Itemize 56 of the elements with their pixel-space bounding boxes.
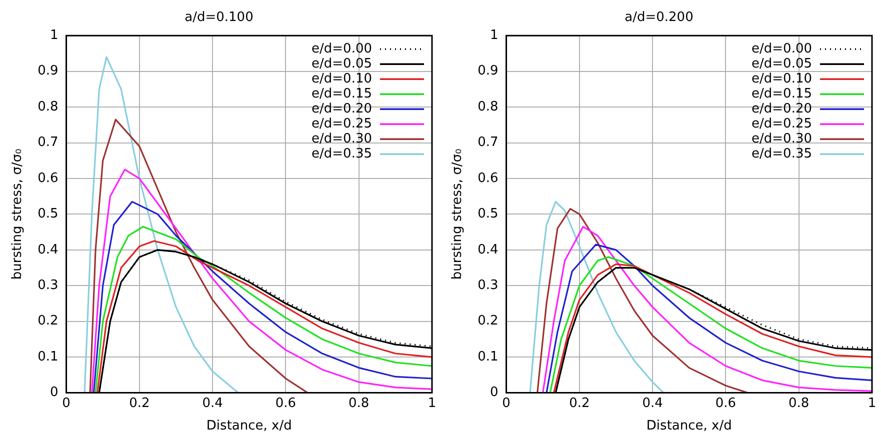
legend-label: e/d=0.00	[312, 41, 372, 56]
legend-label: e/d=0.05	[312, 56, 372, 72]
y-tick-label: 0.8	[478, 99, 498, 114]
x-tick-label: 0.2	[129, 396, 150, 411]
y-tick-label: 0.5	[38, 206, 58, 222]
x-tick-label: 1	[428, 396, 436, 411]
y-tick-label: 0.6	[38, 170, 58, 186]
y-tick-label: 0.2	[478, 314, 498, 329]
x-tick-label: 0	[62, 396, 70, 411]
y-tick-label: 0.1	[38, 349, 58, 364]
x-axis-title: Distance, x/d	[206, 418, 292, 434]
x-tick-label: 0.2	[569, 396, 590, 411]
y-tick-label: 0.3	[38, 278, 58, 294]
y-axis-title: bursting stress, σ/σ₀	[450, 148, 466, 280]
legend-label: e/d=0.15	[312, 86, 372, 102]
legend-label: e/d=0.35	[312, 146, 372, 162]
legend-label: e/d=0.00	[752, 41, 812, 56]
x-tick-label: 0.4	[202, 396, 223, 411]
y-tick-label: 1	[50, 28, 58, 43]
x-tick-label: 0.6	[715, 396, 736, 411]
legend-label: e/d=0.15	[752, 86, 812, 102]
x-tick-label: 0.8	[348, 396, 370, 411]
y-tick-label: 0.4	[38, 242, 58, 258]
y-tick-label: 0.4	[478, 242, 498, 258]
y-tick-label: 0.3	[478, 278, 498, 294]
legend-label: e/d=0.25	[312, 116, 372, 132]
legend-label: e/d=0.20	[312, 101, 372, 116]
legend-label: e/d=0.35	[752, 146, 812, 162]
legend-label: e/d=0.05	[752, 56, 812, 72]
x-tick-label: 0.4	[642, 396, 663, 411]
y-tick-label: 0.9	[478, 64, 498, 79]
x-tick-label: 0	[502, 396, 510, 411]
legend-label: e/d=0.25	[752, 116, 812, 132]
chart-title: a/d=0.200	[624, 10, 694, 26]
legend-label: e/d=0.20	[752, 101, 812, 116]
x-axis-title: Distance, x/d	[646, 418, 732, 434]
y-tick-label: 0.1	[478, 349, 498, 364]
y-tick-label: 0.5	[478, 206, 498, 222]
y-axis-title: bursting stress, σ/σ₀	[10, 148, 26, 280]
y-tick-label: 1	[490, 28, 498, 43]
y-tick-label: 0.7	[38, 135, 58, 150]
x-tick-label: 1	[868, 396, 876, 411]
legend-label: e/d=0.30	[752, 131, 812, 146]
y-tick-label: 0.2	[38, 314, 58, 329]
y-tick-label: 0	[490, 385, 498, 400]
legend-label: e/d=0.30	[312, 131, 372, 146]
y-tick-label: 0.9	[38, 64, 58, 79]
y-tick-label: 0.8	[38, 99, 58, 114]
legend-label: e/d=0.10	[312, 71, 372, 86]
chart-title: a/d=0.100	[184, 10, 254, 26]
y-tick-label: 0	[50, 385, 58, 400]
x-tick-label: 0.8	[788, 396, 810, 411]
y-tick-label: 0.6	[478, 170, 498, 186]
y-tick-label: 0.7	[478, 135, 498, 150]
legend-label: e/d=0.10	[752, 71, 812, 86]
x-tick-label: 0.6	[275, 396, 296, 411]
